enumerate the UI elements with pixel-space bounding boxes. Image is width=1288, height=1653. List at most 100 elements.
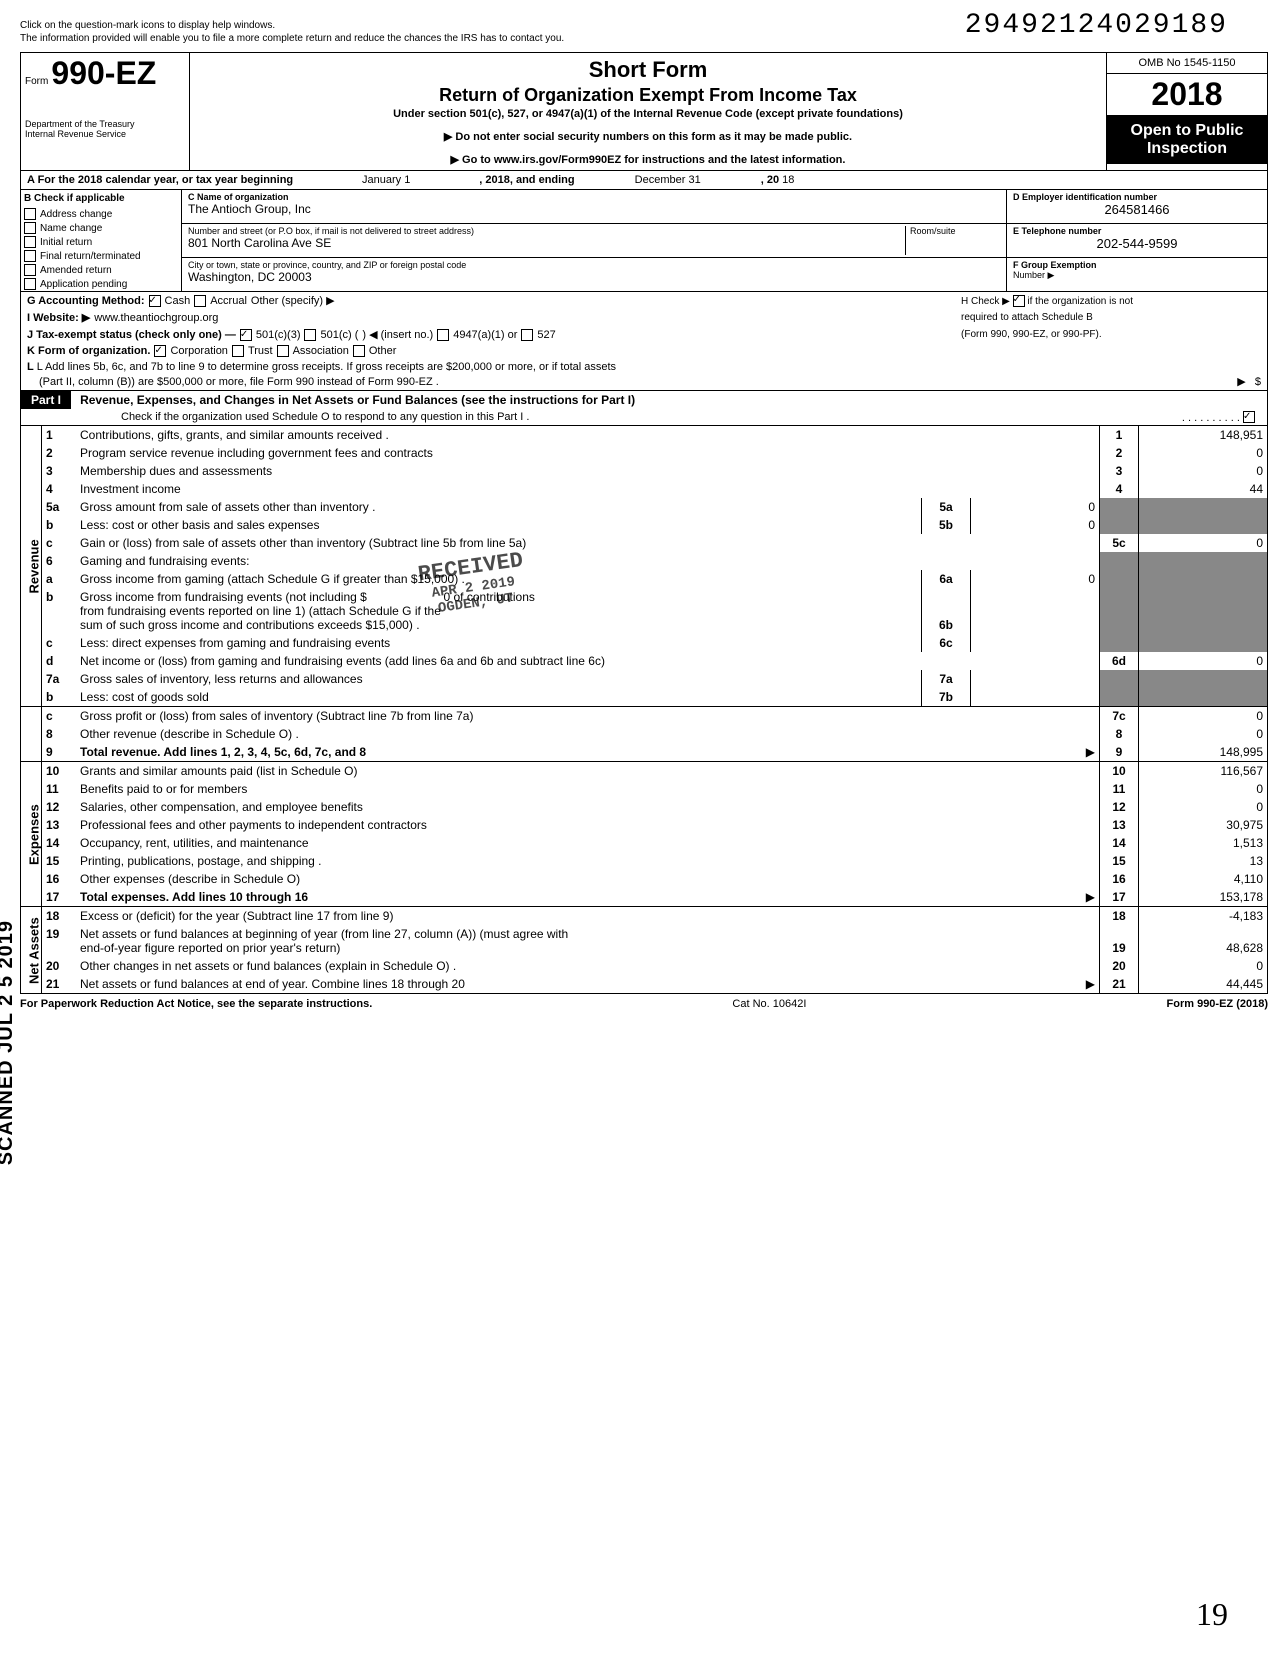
g-label: G Accounting Method: — [27, 295, 145, 307]
chk-association[interactable] — [277, 345, 289, 357]
line-6d-value: 0 — [1139, 652, 1268, 670]
paperwork-notice: For Paperwork Reduction Act Notice, see … — [20, 998, 372, 1010]
chk-cash[interactable] — [149, 295, 161, 307]
line-7b-desc: Less: cost of goods sold — [76, 688, 922, 707]
line-5b-desc: Less: cost or other basis and sales expe… — [76, 516, 922, 534]
revenue-side-label: Revenue — [21, 426, 42, 707]
net-assets-side-label: Net Assets — [21, 907, 42, 994]
line-5b-midval: 0 — [971, 516, 1100, 534]
chk-501c[interactable] — [304, 329, 316, 341]
chk-527[interactable] — [521, 329, 533, 341]
line-21-desc: Net assets or fund balances at end of ye… — [76, 975, 1100, 994]
form-number: 990-EZ — [51, 55, 156, 91]
line-1-desc: Contributions, gifts, grants, and simila… — [76, 426, 1100, 444]
scanned-stamp: SCANNED JUL 2 5 2019 — [0, 920, 18, 1165]
line-12-desc: Salaries, other compensation, and employ… — [76, 798, 1100, 816]
e-label: E Telephone number — [1013, 226, 1101, 236]
line-6a-desc: Gross income from gaming (attach Schedul… — [76, 570, 922, 588]
line-11-value: 0 — [1139, 780, 1268, 798]
line-1-value: 148,951 — [1139, 426, 1268, 444]
line-14-desc: Occupancy, rent, utilities, and maintena… — [76, 834, 1100, 852]
short-form-title: Short Form — [200, 57, 1096, 83]
city-label: City or town, state or province, country… — [188, 260, 1000, 270]
line-6c-desc: Less: direct expenses from gaming and fu… — [76, 634, 922, 652]
website: www.theantiochgroup.org — [94, 312, 218, 324]
i-label: I Website: ▶ — [27, 311, 90, 324]
page-footer: For Paperwork Reduction Act Notice, see … — [20, 994, 1268, 1010]
form-prefix: Form — [25, 76, 48, 87]
part-i-tag: Part I — [21, 391, 71, 409]
cat-number: Cat No. 10642I — [732, 998, 806, 1010]
line-14-value: 1,513 — [1139, 834, 1268, 852]
line-6-desc: Gaming and fundraising events: — [76, 552, 1100, 570]
c-name-label: C Name of organization — [188, 192, 289, 202]
chk-501c3[interactable] — [240, 329, 252, 341]
chk-schedule-o-used[interactable] — [1243, 411, 1255, 423]
line-16-value: 4,110 — [1139, 870, 1268, 888]
line-11-desc: Benefits paid to or for members — [76, 780, 1100, 798]
line-7a-desc: Gross sales of inventory, less returns a… — [76, 670, 922, 688]
chk-final-return[interactable] — [24, 250, 36, 262]
line-15-value: 13 — [1139, 852, 1268, 870]
line-6d-desc: Net income or (loss) from gaming and fun… — [76, 652, 1100, 670]
line-3-value: 0 — [1139, 462, 1268, 480]
form-header: Form 990-EZ Department of the Treasury I… — [20, 52, 1268, 171]
line-16-desc: Other expenses (describe in Schedule O) — [76, 870, 1100, 888]
line-9-desc: Total revenue. Add lines 1, 2, 3, 4, 5c,… — [76, 743, 1100, 762]
line-15-desc: Printing, publications, postage, and shi… — [76, 852, 1100, 870]
line-4-desc: Investment income — [76, 480, 1100, 498]
chk-trust[interactable] — [232, 345, 244, 357]
ein: 264581466 — [1013, 202, 1261, 217]
telephone: 202-544-9599 — [1013, 236, 1261, 251]
document-locator-number: 29492124029189 — [965, 10, 1228, 41]
k-label: K Form of organization. — [27, 345, 150, 357]
line-13-desc: Professional fees and other payments to … — [76, 816, 1100, 834]
line-19-desc: Net assets or fund balances at beginning… — [76, 925, 1100, 957]
line-2-desc: Program service revenue including govern… — [76, 444, 1100, 462]
chk-address-change[interactable] — [24, 208, 36, 220]
chk-schedule-b-not-required[interactable] — [1013, 295, 1025, 307]
chk-amended[interactable] — [24, 264, 36, 276]
line-13-value: 30,975 — [1139, 816, 1268, 834]
open-to-public: Open to Public Inspection — [1107, 116, 1267, 164]
line-18-value: -4,183 — [1139, 907, 1268, 926]
handwritten-page-number: 19 — [1196, 1596, 1228, 1633]
subtitle: Under section 501(c), 527, or 4947(a)(1)… — [200, 108, 1096, 120]
chk-application-pending[interactable] — [24, 278, 36, 290]
chk-name-change[interactable] — [24, 222, 36, 234]
line-9-value: 148,995 — [1139, 743, 1268, 762]
line-18-desc: Excess or (deficit) for the year (Subtra… — [76, 907, 1100, 926]
irs: Internal Revenue Service — [25, 129, 185, 139]
chk-4947[interactable] — [437, 329, 449, 341]
d-label: D Employer identification number — [1013, 192, 1157, 202]
line-8-value: 0 — [1139, 725, 1268, 743]
part-i-check-text: Check if the organization used Schedule … — [121, 411, 529, 423]
line-8-desc: Other revenue (describe in Schedule O) . — [76, 725, 1100, 743]
chk-corporation[interactable] — [154, 345, 166, 357]
lines-g-through-l: G Accounting Method: Cash Accrual Other … — [20, 292, 1268, 391]
line-2-value: 0 — [1139, 444, 1268, 462]
tax-year: 2018 — [1107, 74, 1267, 116]
line-20-value: 0 — [1139, 957, 1268, 975]
org-name: The Antioch Group, Inc — [188, 202, 1000, 216]
street-label: Number and street (or P.O box, if mail i… — [188, 226, 905, 236]
room-label: Room/suite — [910, 226, 1000, 236]
part-i-header: Part I Revenue, Expenses, and Changes in… — [20, 391, 1268, 426]
b-header: B Check if applicable — [21, 190, 181, 207]
line-5a-midval: 0 — [971, 498, 1100, 516]
line-a: A For the 2018 calendar year, or tax yea… — [20, 171, 1268, 190]
chk-accrual[interactable] — [194, 295, 206, 307]
chk-initial-return[interactable] — [24, 236, 36, 248]
line-12-value: 0 — [1139, 798, 1268, 816]
line-5c-value: 0 — [1139, 534, 1268, 552]
line-3-desc: Membership dues and assessments — [76, 462, 1100, 480]
return-title: Return of Organization Exempt From Incom… — [200, 85, 1096, 106]
city-state-zip: Washington, DC 20003 — [188, 270, 1000, 284]
line-20-desc: Other changes in net assets or fund bala… — [76, 957, 1100, 975]
website-instructions: ▶ Go to www.irs.gov/Form990EZ for instru… — [200, 153, 1096, 166]
part-i-table: Revenue 1 Contributions, gifts, grants, … — [20, 426, 1268, 994]
line-10-desc: Grants and similar amounts paid (list in… — [76, 762, 1100, 781]
chk-other-org[interactable] — [353, 345, 365, 357]
line-10-value: 116,567 — [1139, 762, 1268, 781]
f-label: F Group Exemption — [1013, 260, 1097, 270]
